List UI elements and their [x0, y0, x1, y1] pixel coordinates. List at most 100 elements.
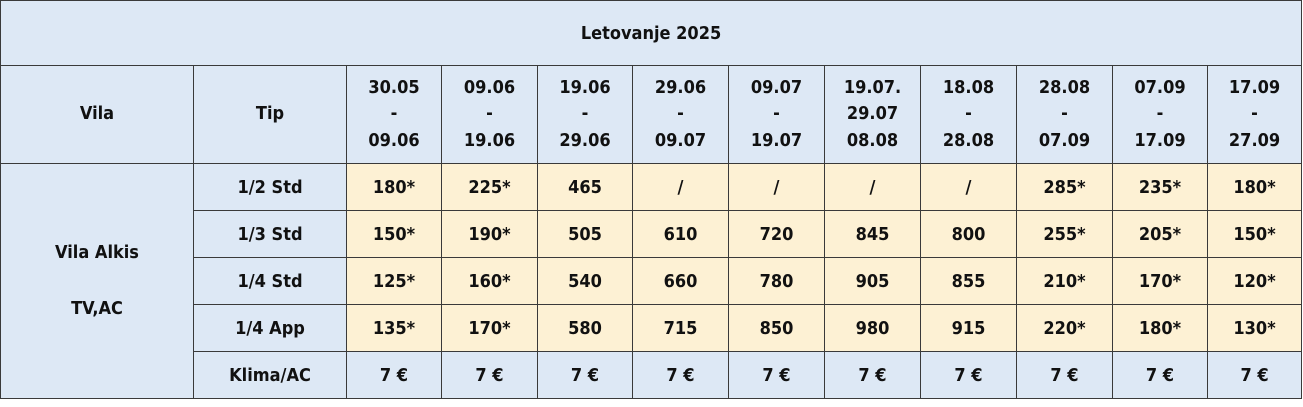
- ac-price-cell: 7 €: [632, 351, 729, 399]
- ac-price-cell: 7 €: [1112, 351, 1208, 399]
- room-type: 1/4 App: [193, 304, 347, 352]
- price-cell: 505: [537, 210, 633, 258]
- period-header: 18.08 - 28.08: [920, 65, 1017, 164]
- period-header: 19.07. 29.07 08.08: [824, 65, 921, 164]
- period-from: 18.08: [942, 76, 995, 98]
- room-type: 1/2 Std: [193, 163, 347, 211]
- period-separator: -: [1156, 103, 1164, 125]
- period-to: 07.09: [1038, 129, 1091, 151]
- table-row: Vila Alkis TV,AC 1/2 Std 180* 225* 465 / …: [0, 163, 1303, 399]
- period-to: 17.09: [1134, 129, 1186, 151]
- price-cell: /: [728, 163, 825, 211]
- room-type: 1/3 Std: [193, 210, 347, 258]
- price-cell: /: [920, 163, 1017, 211]
- period-separator: -: [581, 103, 589, 125]
- price-cell: 170*: [1112, 257, 1208, 305]
- ac-price-cell: 7 €: [920, 351, 1017, 399]
- price-cell: 235*: [1112, 163, 1208, 211]
- table-row: 1/4 App 135* 170* 580 715 850 980 915 22…: [1, 304, 1303, 352]
- period-separator: -: [773, 103, 780, 125]
- period-header: 09.06 - 19.06: [441, 65, 538, 164]
- period-to: 09.06: [368, 129, 420, 151]
- price-cell: 780: [728, 257, 825, 305]
- ac-price-cell: 7 €: [1206, 351, 1303, 399]
- ac-price-cell: 7 €: [1016, 351, 1113, 399]
- price-cell: 720: [728, 210, 825, 258]
- price-cell: 800: [920, 210, 1017, 258]
- period-to: 19.06: [463, 129, 516, 151]
- table-row: 1/3 Std 150* 190* 505 610 720 845 800 25…: [1, 210, 1303, 258]
- table-title: Letovanje 2025: [0, 0, 1303, 66]
- price-cell: 715: [632, 304, 729, 352]
- period-separator: -: [1251, 103, 1258, 125]
- price-cell: 540: [537, 257, 633, 305]
- period-from: 29.06: [654, 76, 707, 98]
- period-separator: 29.07: [846, 103, 899, 125]
- price-cell: 150*: [1206, 210, 1303, 258]
- price-cell: 905: [824, 257, 921, 305]
- period-header: 28.08 - 07.09: [1016, 65, 1113, 164]
- period-header: 09.07 - 19.07: [728, 65, 825, 164]
- price-cell: 125*: [346, 257, 442, 305]
- period-from: 17.09: [1228, 76, 1281, 98]
- price-cell: 225*: [441, 163, 538, 211]
- ac-price-cell: 7 €: [346, 351, 442, 399]
- price-cell: /: [632, 163, 729, 211]
- price-cell: 180*: [1206, 163, 1303, 211]
- ac-price-cell: 7 €: [824, 351, 921, 399]
- period-to: 27.09: [1228, 129, 1281, 151]
- ac-price-cell: 7 €: [537, 351, 633, 399]
- period-from: 19.07.: [843, 76, 902, 98]
- ac-price-cell: 7 €: [441, 351, 538, 399]
- price-cell: 170*: [441, 304, 538, 352]
- price-cell: 210*: [1016, 257, 1113, 305]
- header-row: Vila Tip 30.05-09.06 09.06-19.06 19.06-2…: [0, 65, 1303, 164]
- title-row: Letovanje 2025: [0, 0, 1303, 66]
- price-cell: 845: [824, 210, 921, 258]
- price-cell: 580: [537, 304, 633, 352]
- price-cell: 855: [920, 257, 1017, 305]
- period-to: 09.07: [654, 129, 707, 151]
- header-type: Tip: [193, 65, 347, 164]
- period-from: 09.06: [463, 76, 516, 98]
- ac-row: Klima/AC 7 € 7 € 7 € 7 € 7 € 7 € 7 € 7 €…: [1, 351, 1303, 399]
- ac-label: Klima/AC: [193, 351, 347, 399]
- table-row: 1/4 Std 125* 160* 540 660 780 905 855 21…: [1, 257, 1303, 305]
- price-cell: 135*: [346, 304, 442, 352]
- period-header: 17.09 - 27.09: [1206, 65, 1303, 164]
- period-header: 30.05 - 09.06: [346, 65, 442, 164]
- period-header: 07.09 - 17.09: [1112, 65, 1208, 164]
- price-cell: 465: [537, 163, 633, 211]
- price-cell: 180*: [346, 163, 442, 211]
- room-type: 1/4 Std: [193, 257, 347, 305]
- period-to: 29.06: [559, 129, 611, 151]
- ac-price-cell: 7 €: [728, 351, 825, 399]
- period-to: 28.08: [942, 129, 995, 151]
- price-cell: 255*: [1016, 210, 1113, 258]
- villa-cell: Vila Alkis TV,AC: [0, 163, 194, 399]
- price-cell: 205*: [1112, 210, 1208, 258]
- period-header: 29.06 - 09.07: [632, 65, 729, 164]
- period-separator: -: [677, 103, 684, 125]
- period-from: 19.06: [559, 76, 611, 98]
- price-cell: 120*: [1206, 257, 1303, 305]
- price-cell: 150*: [346, 210, 442, 258]
- villa-features: TV,AC: [71, 298, 123, 319]
- period-to: 19.07: [750, 129, 803, 151]
- period-header: 19.06 - 29.06: [537, 65, 633, 164]
- price-cell: 850: [728, 304, 825, 352]
- price-cell: 915: [920, 304, 1017, 352]
- price-cell: 190*: [441, 210, 538, 258]
- price-cell: 610: [632, 210, 729, 258]
- period-from: 09.07: [750, 76, 803, 98]
- period-separator: -: [965, 103, 972, 125]
- price-cell: 285*: [1016, 163, 1113, 211]
- villa-name: Vila Alkis: [55, 242, 139, 263]
- price-cell: 980: [824, 304, 921, 352]
- price-cell: 130*: [1206, 304, 1303, 352]
- period-from: 07.09: [1134, 76, 1186, 98]
- price-cell: 180*: [1112, 304, 1208, 352]
- period-to: 08.08: [846, 129, 899, 151]
